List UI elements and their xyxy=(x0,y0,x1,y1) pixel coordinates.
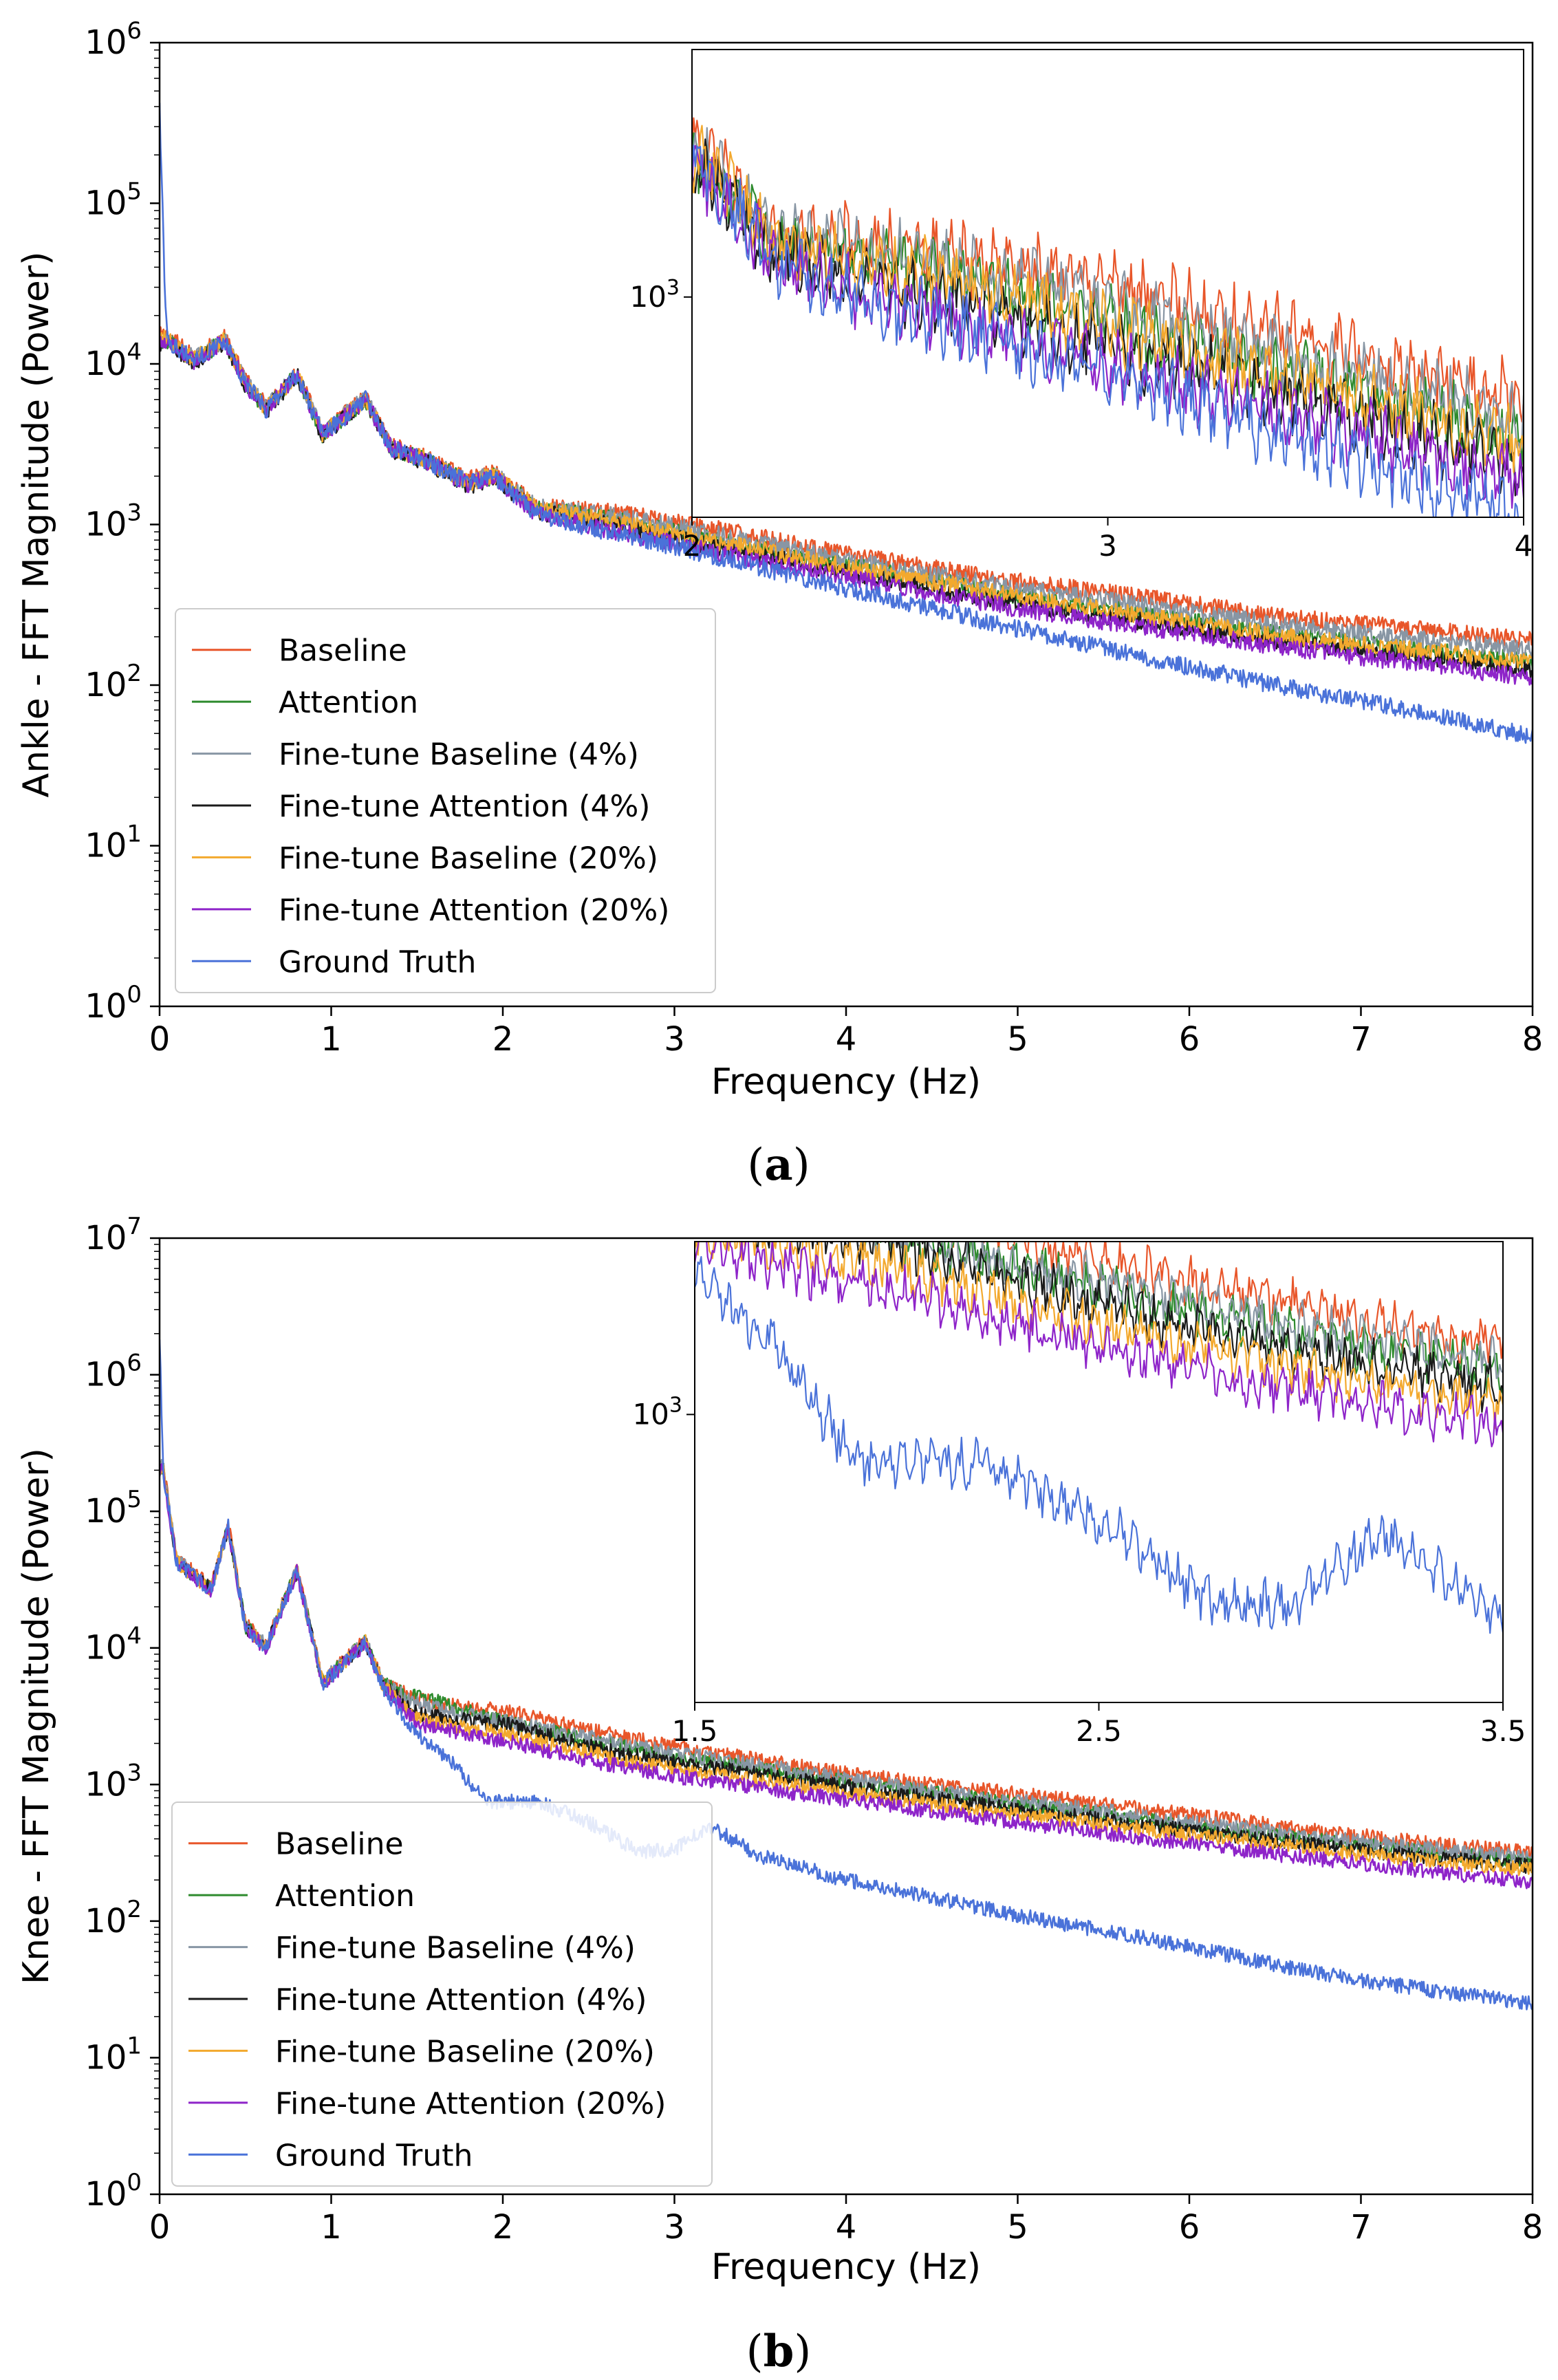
inset-a: 2 3 4 103 xyxy=(629,49,1533,563)
series-lines xyxy=(160,1339,1533,2011)
inset-line-ground-truth xyxy=(695,1256,1503,1634)
legend-label: Baseline xyxy=(275,1827,404,1862)
y-axis: 100 101 102 103 104 105 106 xyxy=(85,17,160,1026)
y-axis-title: Ankle - FFT Magnitude (Power) xyxy=(16,252,57,798)
y-tick-label: 105 xyxy=(85,1486,142,1530)
y-tick-label: 106 xyxy=(85,17,142,62)
panel-a: 0 1 2 3 4 5 6 7 8 100 101 102 103 104 105 106 Frequency … xyxy=(16,17,1543,1191)
x-tick-label: 7 xyxy=(1350,1020,1372,1059)
x-tick-label: 5 xyxy=(1007,2208,1028,2247)
series-lines xyxy=(160,102,1533,744)
x-tick-label: 6 xyxy=(1179,2208,1200,2247)
inset-line-fine-tune-attention-20 xyxy=(695,1242,1503,1448)
inset-x-tick-label: 3 xyxy=(1099,529,1117,563)
inset-y-tick-label: 103 xyxy=(629,276,680,314)
legend: Baseline Attention Fine-tune Baseline (4%)… xyxy=(171,1802,713,2187)
inset-x-tick-label: 4 xyxy=(1515,529,1533,563)
y-tick-label: 107 xyxy=(85,1213,142,1257)
x-tick-label: 8 xyxy=(1522,1020,1544,1059)
legend-box xyxy=(171,1802,713,2187)
legend-box xyxy=(175,608,716,993)
inset-x-tick-label: 3.5 xyxy=(1480,1714,1526,1748)
x-tick-label: 5 xyxy=(1007,1020,1028,1059)
inset-b: 1.5 2.5 3.5 103 xyxy=(632,1241,1526,1748)
y-tick-label: 104 xyxy=(85,338,142,383)
x-tick-label: 4 xyxy=(836,2208,857,2247)
x-tick-label: 2 xyxy=(493,1020,514,1059)
y-tick-label: 104 xyxy=(85,1623,142,1667)
x-tick-label: 7 xyxy=(1350,2208,1372,2247)
x-axis: 0 1 2 3 4 5 6 7 8 xyxy=(149,1006,1544,1059)
panel-caption: (a) xyxy=(747,1139,810,1191)
x-tick-label: 8 xyxy=(1522,2208,1544,2247)
inset-series-lines xyxy=(695,1242,1503,1634)
series-line-ground-truth xyxy=(160,1339,1533,2011)
y-tick-label: 101 xyxy=(85,2032,142,2077)
x-axis-title: Frequency (Hz) xyxy=(711,2247,981,2288)
y-tick-label: 106 xyxy=(85,1350,142,1394)
inset-x-tick-label: 2 xyxy=(683,529,702,563)
x-tick-label: 4 xyxy=(836,1020,857,1059)
legend-label: Attention xyxy=(279,685,418,720)
y-axis-title: Knee - FFT Magnitude (Power) xyxy=(16,1448,57,1984)
inset-x-tick-label: 2.5 xyxy=(1076,1714,1122,1748)
panel-b: 0 1 2 3 4 5 6 7 8 100 101 102 103 104 105 106 107 Frequen… xyxy=(16,1213,1544,2377)
y-tick-label: 103 xyxy=(85,499,142,544)
legend-label: Ground Truth xyxy=(279,944,476,980)
x-axis: 0 1 2 3 4 5 6 7 8 xyxy=(149,2194,1544,2247)
series-line-ground-truth xyxy=(160,102,1533,744)
legend-label: Fine-tune Attention (4%) xyxy=(279,789,650,824)
y-tick-label: 100 xyxy=(85,2169,142,2214)
y-tick-label: 101 xyxy=(85,821,142,865)
legend-label: Fine-tune Baseline (4%) xyxy=(275,1931,636,1966)
legend-label: Fine-tune Baseline (20%) xyxy=(279,841,658,876)
legend-label: Fine-tune Attention (20%) xyxy=(275,2086,666,2121)
x-tick-label: 3 xyxy=(664,1020,685,1059)
legend-label: Fine-tune Baseline (20%) xyxy=(275,2034,655,2069)
inset-series-lines xyxy=(692,117,1524,517)
series-line-fine-tune-attention-20 xyxy=(160,336,1533,686)
x-tick-label: 6 xyxy=(1179,1020,1200,1059)
x-tick-label: 0 xyxy=(149,2208,171,2247)
inset-line-ground-truth xyxy=(692,144,1519,517)
y-tick-label: 102 xyxy=(85,1896,142,1940)
x-tick-label: 1 xyxy=(321,1020,342,1059)
series-line-fine-tune-attention-20 xyxy=(160,1463,1533,1890)
inset-y-tick-label: 103 xyxy=(632,1393,682,1431)
inset-x-tick-label: 1.5 xyxy=(672,1714,718,1748)
legend: Baseline Attention Fine-tune Baseline (4%)… xyxy=(175,608,716,993)
x-tick-label: 1 xyxy=(321,2208,342,2247)
y-tick-label: 102 xyxy=(85,660,142,704)
y-tick-label: 100 xyxy=(85,981,142,1026)
series-line-fine-tune-baseline-4 xyxy=(160,1459,1533,1864)
legend-label: Ground Truth xyxy=(275,2138,473,2173)
panel-caption: (b) xyxy=(746,2326,812,2377)
y-tick-label: 103 xyxy=(85,1759,142,1804)
y-axis: 100 101 102 103 104 105 106 107 xyxy=(85,1213,160,2214)
x-tick-label: 2 xyxy=(493,2208,514,2247)
legend-label: Attention xyxy=(275,1879,415,1914)
legend-label: Fine-tune Attention (20%) xyxy=(279,893,669,928)
x-tick-label: 3 xyxy=(664,2208,685,2247)
legend-label: Fine-tune Baseline (4%) xyxy=(279,737,639,772)
x-axis-title: Frequency (Hz) xyxy=(711,1061,981,1103)
legend-label: Fine-tune Attention (4%) xyxy=(275,1982,647,2017)
x-tick-label: 0 xyxy=(149,1020,171,1059)
series-line-baseline xyxy=(160,326,1533,648)
legend-label: Baseline xyxy=(279,634,407,669)
inset-line-fine-tune-baseline-4 xyxy=(692,127,1524,452)
y-tick-label: 105 xyxy=(85,178,142,223)
